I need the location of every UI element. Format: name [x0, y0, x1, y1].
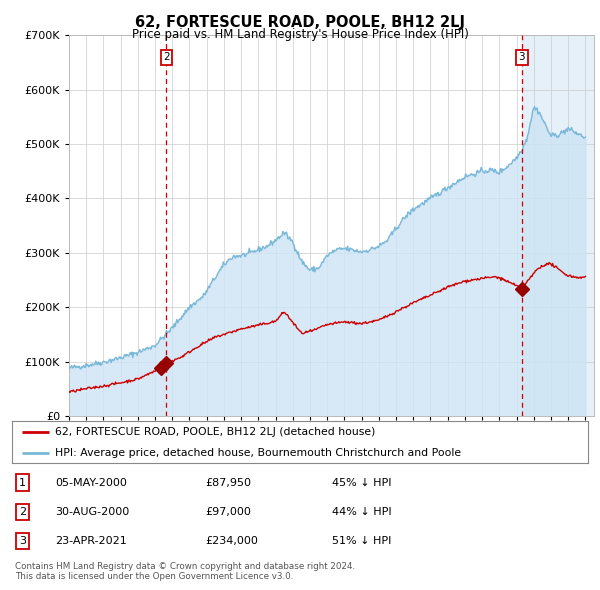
- Text: 2: 2: [19, 507, 26, 517]
- Text: £234,000: £234,000: [205, 536, 258, 546]
- Text: 2: 2: [163, 52, 170, 62]
- Text: This data is licensed under the Open Government Licence v3.0.: This data is licensed under the Open Gov…: [15, 572, 293, 581]
- Text: Price paid vs. HM Land Registry's House Price Index (HPI): Price paid vs. HM Land Registry's House …: [131, 28, 469, 41]
- Text: HPI: Average price, detached house, Bournemouth Christchurch and Poole: HPI: Average price, detached house, Bour…: [55, 448, 461, 457]
- Text: £97,000: £97,000: [205, 507, 251, 517]
- Text: 44% ↓ HPI: 44% ↓ HPI: [332, 507, 391, 517]
- Text: 62, FORTESCUE ROAD, POOLE, BH12 2LJ: 62, FORTESCUE ROAD, POOLE, BH12 2LJ: [135, 15, 465, 30]
- Text: 23-APR-2021: 23-APR-2021: [55, 536, 127, 546]
- Text: 3: 3: [19, 536, 26, 546]
- Bar: [522, 35, 600, 416]
- Text: 51% ↓ HPI: 51% ↓ HPI: [332, 536, 391, 546]
- Text: 62, FORTESCUE ROAD, POOLE, BH12 2LJ (detached house): 62, FORTESCUE ROAD, POOLE, BH12 2LJ (det…: [55, 427, 376, 437]
- Text: £87,950: £87,950: [205, 477, 251, 487]
- Text: Contains HM Land Registry data © Crown copyright and database right 2024.: Contains HM Land Registry data © Crown c…: [15, 562, 355, 571]
- Text: 45% ↓ HPI: 45% ↓ HPI: [332, 477, 391, 487]
- Text: 05-MAY-2000: 05-MAY-2000: [55, 477, 127, 487]
- Text: 30-AUG-2000: 30-AUG-2000: [55, 507, 130, 517]
- Text: 1: 1: [19, 477, 26, 487]
- Text: 3: 3: [518, 52, 525, 62]
